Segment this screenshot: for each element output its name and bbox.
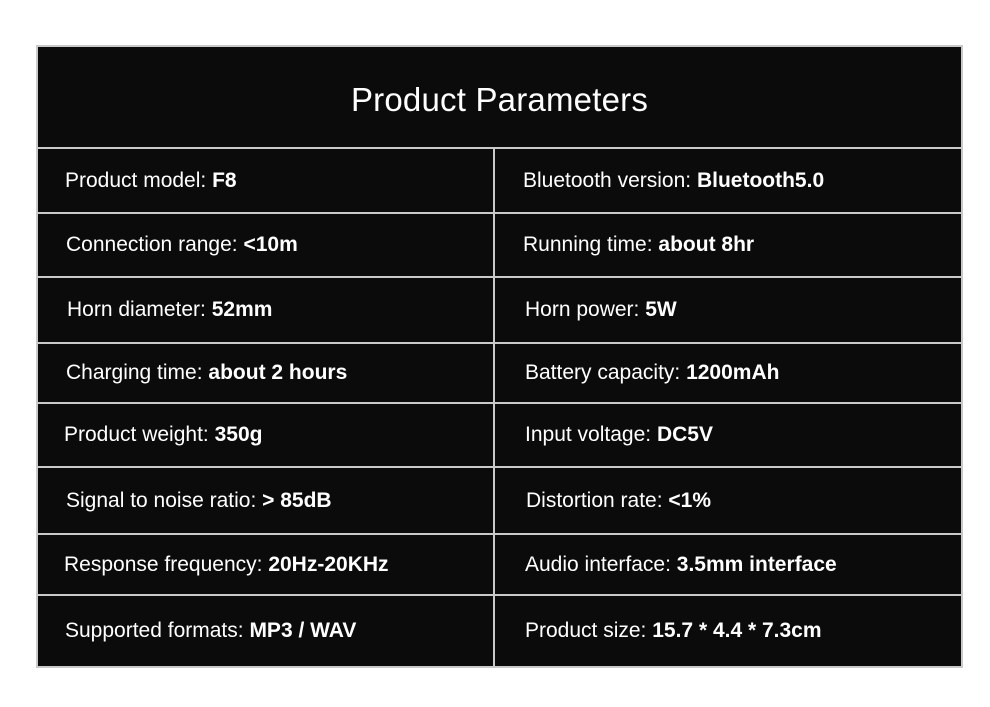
- param-label: Distortion rate:: [526, 488, 663, 512]
- param-label: Horn power:: [525, 298, 640, 321]
- param-audio-interface: Audio interface: 3.5mm interface: [525, 535, 837, 594]
- param-product-weight: Product weight: 350g: [64, 404, 262, 466]
- param-label: Running time:: [523, 233, 653, 256]
- param-label: Product weight:: [64, 423, 209, 446]
- row-divider: [38, 594, 961, 596]
- param-horn-power: Horn power: 5W: [525, 278, 677, 342]
- param-value: about 2 hours: [208, 361, 348, 384]
- param-input-voltage: Input voltage: DC5V: [525, 404, 713, 466]
- row-divider: [38, 533, 961, 535]
- param-product-size: Product size: 15.7 * 4.4 * 7.3cm: [525, 596, 822, 666]
- param-value: MP3 / WAV: [249, 619, 357, 642]
- param-label: Charging time:: [66, 361, 203, 384]
- param-label: Input voltage:: [525, 423, 652, 446]
- param-label: Bluetooth version:: [523, 168, 692, 192]
- param-value: 52mm: [211, 298, 273, 321]
- param-value: <1%: [668, 488, 712, 512]
- row-divider: [38, 212, 961, 214]
- param-value: <10m: [243, 233, 298, 256]
- param-supported-formats: Supported formats: MP3 / WAV: [65, 596, 356, 666]
- param-charging-time: Charging time: about 2 hours: [66, 344, 347, 402]
- row-divider: [38, 147, 961, 149]
- param-response-frequency: Response frequency: 20Hz-20KHz: [64, 535, 389, 594]
- param-horn-diameter: Horn diameter: 52mm: [67, 278, 272, 342]
- param-battery-capacity: Battery capacity: 1200mAh: [525, 344, 779, 402]
- param-label: Horn diameter:: [67, 298, 206, 321]
- param-label: Battery capacity:: [525, 361, 681, 384]
- param-label: Response frequency:: [64, 552, 263, 576]
- param-label: Audio interface:: [525, 552, 671, 576]
- param-value: 5W: [645, 298, 677, 321]
- param-connection-range: Connection range: <10m: [66, 214, 298, 276]
- param-value: 350g: [214, 423, 263, 446]
- row-divider: [38, 402, 961, 404]
- title-row: Product Parameters: [38, 47, 961, 148]
- row-divider: [38, 276, 961, 278]
- param-label: Signal to noise ratio:: [66, 488, 257, 512]
- param-distortion-rate: Distortion rate: <1%: [526, 468, 711, 533]
- row-divider: [38, 342, 961, 344]
- param-bluetooth-version: Bluetooth version: Bluetooth5.0: [523, 149, 824, 212]
- param-snr: Signal to noise ratio: > 85dB: [66, 468, 332, 533]
- param-value: 20Hz-20KHz: [268, 552, 389, 576]
- param-value: 1200mAh: [686, 361, 780, 384]
- param-label: Product model:: [65, 168, 207, 192]
- param-value: DC5V: [656, 423, 713, 446]
- param-label: Supported formats:: [65, 619, 244, 642]
- param-value: 3.5mm interface: [676, 552, 837, 576]
- param-value: about 8hr: [658, 233, 755, 256]
- param-value: 15.7 * 4.4 * 7.3cm: [652, 619, 822, 642]
- row-divider: [38, 466, 961, 468]
- param-value: F8: [212, 168, 237, 192]
- table-title: Product Parameters: [350, 80, 649, 118]
- param-value: > 85dB: [262, 488, 332, 512]
- param-label: Connection range:: [66, 233, 238, 256]
- parameters-table: Product Parameters Product model: F8 Blu…: [36, 45, 963, 668]
- param-value: Bluetooth5.0: [696, 168, 825, 192]
- param-product-model: Product model: F8: [65, 149, 237, 212]
- param-running-time: Running time: about 8hr: [523, 214, 754, 276]
- param-label: Product size:: [525, 619, 647, 642]
- column-divider: [493, 148, 495, 666]
